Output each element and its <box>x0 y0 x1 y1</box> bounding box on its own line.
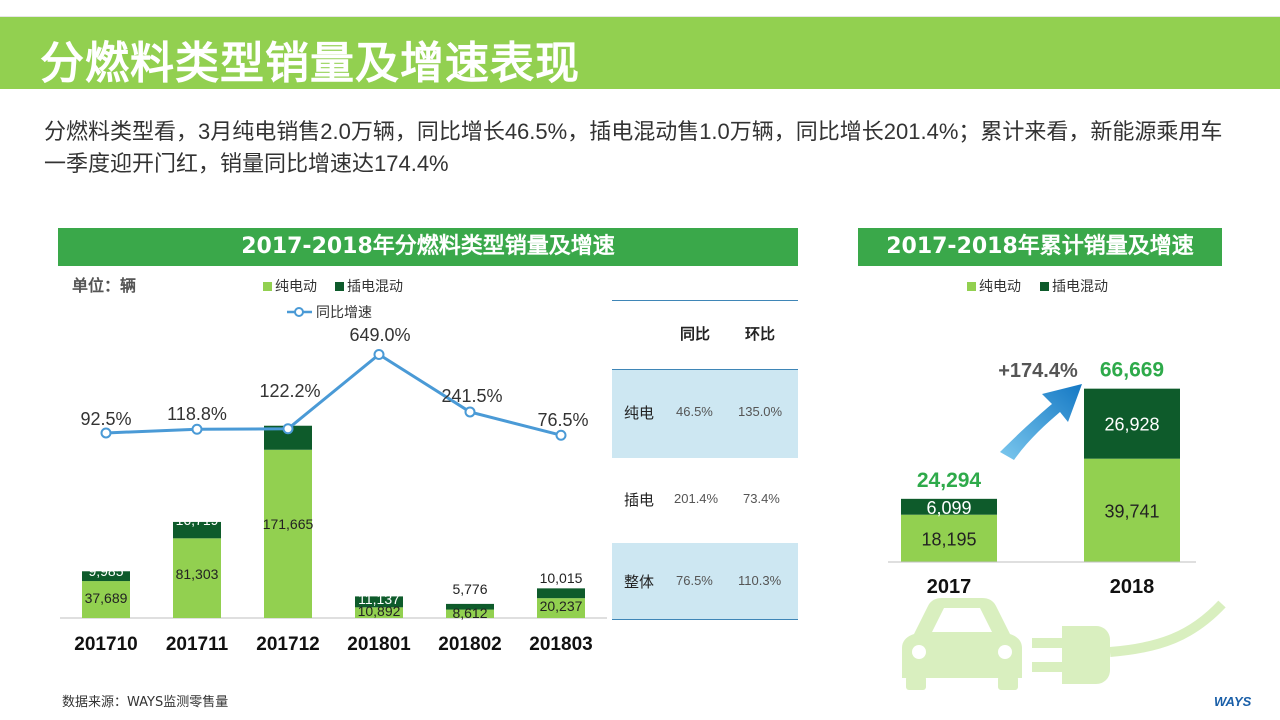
legend-swatch-bev <box>967 282 976 291</box>
top-strip <box>0 0 1280 17</box>
bar-bev <box>82 581 130 618</box>
cumulative-chart-title: 2017-2018年累计销量及增速 <box>858 228 1222 266</box>
growth-table: 同比 环比 纯电 46.5% 135.0% 插电 201.4% 73.4% 整体… <box>612 300 798 620</box>
page-title: 分燃料类型销量及增速表现 <box>40 38 580 89</box>
cumulative-bar-phev <box>1084 388 1180 459</box>
cumulative-total-label: 66,669 <box>1100 359 1164 382</box>
table-row-label: 纯电 <box>624 405 655 422</box>
x-tick-label: 201801 <box>347 634 411 655</box>
yoy-point-label: 122.2% <box>259 381 320 401</box>
bar-bev <box>173 538 221 618</box>
ways-logo: WAYS <box>1214 694 1252 709</box>
legend-swatch-phev <box>1040 282 1049 291</box>
yoy-point-label: 76.5% <box>537 410 588 430</box>
table-row-mom: 73.4% <box>743 491 780 506</box>
yoy-point-label: 241.5% <box>441 386 502 406</box>
yoy-point <box>282 423 294 435</box>
summary-text: 分燃料类型看，3月纯电销售2.0万辆，同比增长46.5%，插电混动售1.0万辆，… <box>44 119 1223 176</box>
table-row-label: 插电 <box>624 492 655 509</box>
table-row-yoy: 76.5% <box>676 573 713 588</box>
legend-label-phev: 插电混动 <box>1052 278 1108 294</box>
bar-phev <box>537 588 585 599</box>
legend-label-bev: 纯电动 <box>275 278 317 294</box>
bar-phev <box>82 571 130 582</box>
bar-phev <box>446 603 494 610</box>
table-header-row: 同比 环比 <box>612 323 798 347</box>
table-row-phev: 插电 201.4% 73.4% <box>612 457 798 543</box>
yoy-point <box>191 423 203 435</box>
car-icon <box>902 598 1022 690</box>
bar-bev <box>537 598 585 618</box>
data-label-phev: 16,719 <box>176 512 219 528</box>
data-label-bev: 8,612 <box>452 605 487 621</box>
legend-swatch-phev <box>335 282 344 291</box>
x-tick-label: 201711 <box>166 634 229 655</box>
plug-icon <box>1032 600 1226 684</box>
table-header-mom: 环比 <box>745 326 776 343</box>
table-row-yoy: 201.4% <box>674 491 719 506</box>
x-tick-label: 201803 <box>529 634 592 655</box>
x-tick-label: 201802 <box>438 634 501 655</box>
bar-phev <box>355 596 403 608</box>
bar-bev <box>264 449 312 618</box>
bar-bev <box>446 609 494 618</box>
legend-label-bev: 纯电动 <box>979 278 1021 294</box>
x-tick-label: 201712 <box>256 634 319 655</box>
cumulative-label-phev: 26,928 <box>1104 415 1159 435</box>
data-label-bev: 81,303 <box>176 566 219 582</box>
unit-label: 单位：辆 <box>72 276 137 295</box>
cumulative-bar-bev <box>1084 458 1180 562</box>
monthly-chart-title: 2017-2018年分燃料类型销量及增速 <box>58 228 798 266</box>
table-row-bev: 纯电 46.5% 135.0% <box>612 369 798 458</box>
cumulative-label-bev: 18,195 <box>921 529 976 549</box>
data-label-bev: 20,237 <box>540 598 583 614</box>
data-label-bev: 37,689 <box>85 590 128 606</box>
yoy-point-label: 649.0% <box>349 325 410 345</box>
data-label-phev: 11,137 <box>358 591 400 607</box>
table-row-mom: 135.0% <box>738 404 783 419</box>
growth-arrow-icon <box>1000 384 1082 460</box>
cumulative-bar-phev <box>901 498 997 515</box>
legend-label-yoy: 同比增速 <box>316 304 372 320</box>
data-label-phev: 10,015 <box>540 570 583 586</box>
bar-bev <box>355 607 403 618</box>
data-label-phev: 5,776 <box>452 581 487 597</box>
data-source: 数据来源：WAYS监测零售量 <box>62 695 229 710</box>
cumulative-label-bev: 39,741 <box>1104 501 1159 521</box>
yoy-point-label: 92.5% <box>80 409 131 429</box>
cumulative-total-label: 24,294 <box>917 469 982 492</box>
table-row-label: 整体 <box>624 574 655 591</box>
yoy-point <box>373 348 385 360</box>
data-label-phev: 9,985 <box>88 563 123 579</box>
bar-phev <box>173 521 221 539</box>
yoy-point <box>555 429 567 441</box>
x-tick-label: 201710 <box>74 634 137 655</box>
cumulative-x-label: 2017 <box>927 576 972 598</box>
yoy-growth-line <box>105 352 562 437</box>
table-row-mom: 110.3% <box>738 573 782 588</box>
cumulative-growth-label: +174.4% <box>998 360 1078 382</box>
data-label-bev: 10,892 <box>358 603 401 619</box>
cumulative-x-label: 2018 <box>1110 576 1155 598</box>
legend-marker-yoy <box>294 307 304 317</box>
table-row-total: 整体 76.5% 110.3% <box>612 543 798 619</box>
data-label-bev: 171,665 <box>263 516 314 532</box>
yoy-point-label: 118.8% <box>167 404 227 424</box>
cumulative-label-phev: 6,099 <box>926 498 971 518</box>
legend-swatch-bev <box>263 282 272 291</box>
title-bar: 分燃料类型销量及增速表现 <box>0 17 1280 89</box>
yoy-point <box>464 406 476 418</box>
legend-label-phev: 插电混动 <box>347 278 403 294</box>
table-header-yoy: 同比 <box>680 326 711 343</box>
table-row-yoy: 46.5% <box>676 404 713 419</box>
yoy-point <box>100 427 112 439</box>
cumulative-bar-bev <box>901 514 997 562</box>
